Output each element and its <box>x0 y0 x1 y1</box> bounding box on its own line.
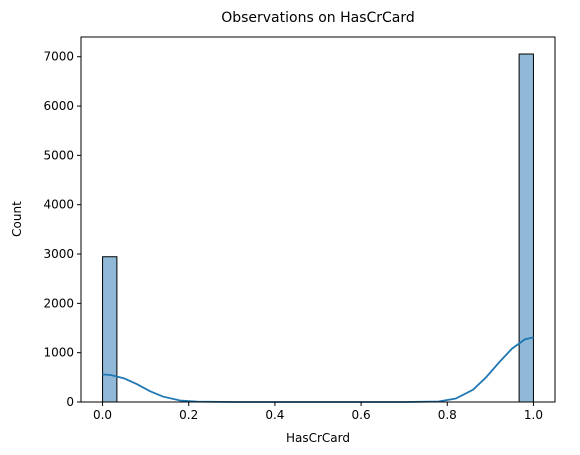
y-tick-label: 1000 <box>43 346 74 360</box>
bars-layer <box>102 53 534 403</box>
x-tick-label: 0.2 <box>179 408 198 422</box>
y-axis: 0 1000 2000 3000 4000 5000 6000 7000 <box>43 50 81 409</box>
histogram-bar-1 <box>518 53 534 403</box>
x-axis-label: HasCrCard <box>286 431 350 445</box>
x-tick-label: 1.0 <box>524 408 543 422</box>
histogram-bar-0 <box>102 256 118 403</box>
y-tick-label: 6000 <box>43 99 74 113</box>
x-tick-label: 0.8 <box>438 408 457 422</box>
y-tick-label: 5000 <box>43 148 74 162</box>
x-axis: 0.0 0.2 0.4 0.6 0.8 1.0 <box>93 402 543 422</box>
x-tick-label: 0.6 <box>352 408 371 422</box>
x-tick-label: 0.4 <box>265 408 284 422</box>
y-axis-label: Count <box>10 201 24 237</box>
y-tick-label: 4000 <box>43 198 74 212</box>
chart-title: Observations on HasCrCard <box>221 10 415 26</box>
y-tick-label: 7000 <box>43 50 74 64</box>
y-tick-label: 3000 <box>43 247 74 261</box>
x-tick-label: 0.0 <box>93 408 112 422</box>
kde-layer <box>102 336 534 403</box>
y-tick-label: 0 <box>66 395 74 409</box>
kde-line <box>102 336 534 403</box>
plot-frame <box>80 36 556 403</box>
y-tick-label: 2000 <box>43 296 74 310</box>
